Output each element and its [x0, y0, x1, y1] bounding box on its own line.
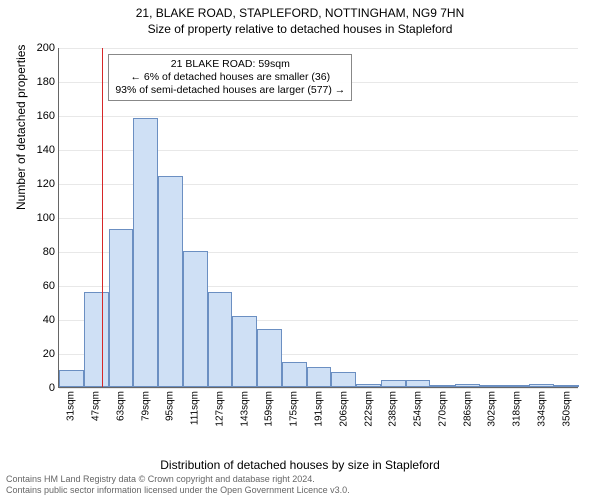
histogram-bar: [84, 292, 109, 387]
footer-line: Contains public sector information licen…: [6, 485, 350, 496]
histogram-bar: [158, 176, 183, 387]
x-tick-label: 127sqm: [214, 391, 225, 427]
y-axis-label: Number of detached properties: [14, 45, 28, 210]
x-tick-label: 254sqm: [413, 391, 424, 427]
x-tick-label: 222sqm: [363, 391, 374, 427]
histogram-bar: [282, 362, 307, 388]
histogram-chart: 02040608010012014016018020031sqm47sqm63s…: [58, 48, 578, 388]
y-tick-label: 60: [43, 280, 59, 292]
histogram-bar: [257, 329, 282, 387]
gridline: [59, 388, 578, 389]
x-tick-label: 159sqm: [264, 391, 275, 427]
x-tick-label: 175sqm: [289, 391, 300, 427]
y-tick-label: 200: [37, 42, 59, 54]
x-tick-label: 95sqm: [165, 391, 176, 421]
y-tick-label: 180: [37, 76, 59, 88]
histogram-bar: [109, 229, 134, 387]
callout-box: 21 BLAKE ROAD: 59sqm← 6% of detached hou…: [108, 54, 352, 101]
histogram-bar: [554, 385, 579, 387]
histogram-bar: [505, 385, 530, 387]
y-tick-label: 160: [37, 110, 59, 122]
gridline: [59, 116, 578, 117]
histogram-bar: [59, 370, 84, 387]
gridline: [59, 48, 578, 49]
x-tick-label: 286sqm: [462, 391, 473, 427]
histogram-bar: [356, 384, 381, 387]
x-tick-label: 302sqm: [487, 391, 498, 427]
callout-line: ← 6% of detached houses are smaller (36): [115, 71, 345, 84]
x-tick-label: 318sqm: [512, 391, 523, 427]
x-tick-label: 31sqm: [66, 391, 77, 421]
histogram-bar: [406, 380, 431, 387]
x-tick-label: 206sqm: [338, 391, 349, 427]
x-tick-label: 47sqm: [91, 391, 102, 421]
histogram-bar: [529, 384, 554, 387]
histogram-bar: [381, 380, 406, 387]
footer-attribution: Contains HM Land Registry data © Crown c…: [6, 474, 350, 496]
y-tick-label: 120: [37, 178, 59, 190]
x-tick-label: 143sqm: [239, 391, 250, 427]
page-subtitle: Size of property relative to detached ho…: [0, 22, 600, 36]
x-tick-label: 334sqm: [536, 391, 547, 427]
property-marker-line: [102, 48, 103, 387]
x-tick-label: 79sqm: [140, 391, 151, 421]
y-tick-label: 80: [43, 246, 59, 258]
callout-line: 93% of semi-detached houses are larger (…: [115, 84, 345, 97]
x-tick-label: 350sqm: [561, 391, 572, 427]
y-tick-label: 100: [37, 212, 59, 224]
x-tick-label: 63sqm: [115, 391, 126, 421]
x-tick-label: 270sqm: [437, 391, 448, 427]
x-tick-label: 111sqm: [190, 391, 201, 425]
callout-line: 21 BLAKE ROAD: 59sqm: [115, 58, 345, 71]
histogram-bar: [430, 385, 455, 387]
y-tick-label: 140: [37, 144, 59, 156]
histogram-bar: [133, 118, 158, 387]
x-tick-label: 238sqm: [388, 391, 399, 427]
histogram-bar: [331, 372, 356, 387]
plot-area: 02040608010012014016018020031sqm47sqm63s…: [58, 48, 578, 388]
histogram-bar: [307, 367, 332, 387]
y-tick-label: 0: [49, 382, 59, 394]
footer-line: Contains HM Land Registry data © Crown c…: [6, 474, 350, 485]
histogram-bar: [480, 385, 505, 387]
histogram-bar: [183, 251, 208, 387]
x-tick-label: 191sqm: [314, 391, 325, 427]
y-tick-label: 20: [43, 348, 59, 360]
histogram-bar: [208, 292, 233, 387]
page-title: 21, BLAKE ROAD, STAPLEFORD, NOTTINGHAM, …: [0, 6, 600, 20]
y-tick-label: 40: [43, 314, 59, 326]
histogram-bar: [455, 384, 480, 387]
histogram-bar: [232, 316, 257, 387]
x-axis-label: Distribution of detached houses by size …: [0, 458, 600, 472]
